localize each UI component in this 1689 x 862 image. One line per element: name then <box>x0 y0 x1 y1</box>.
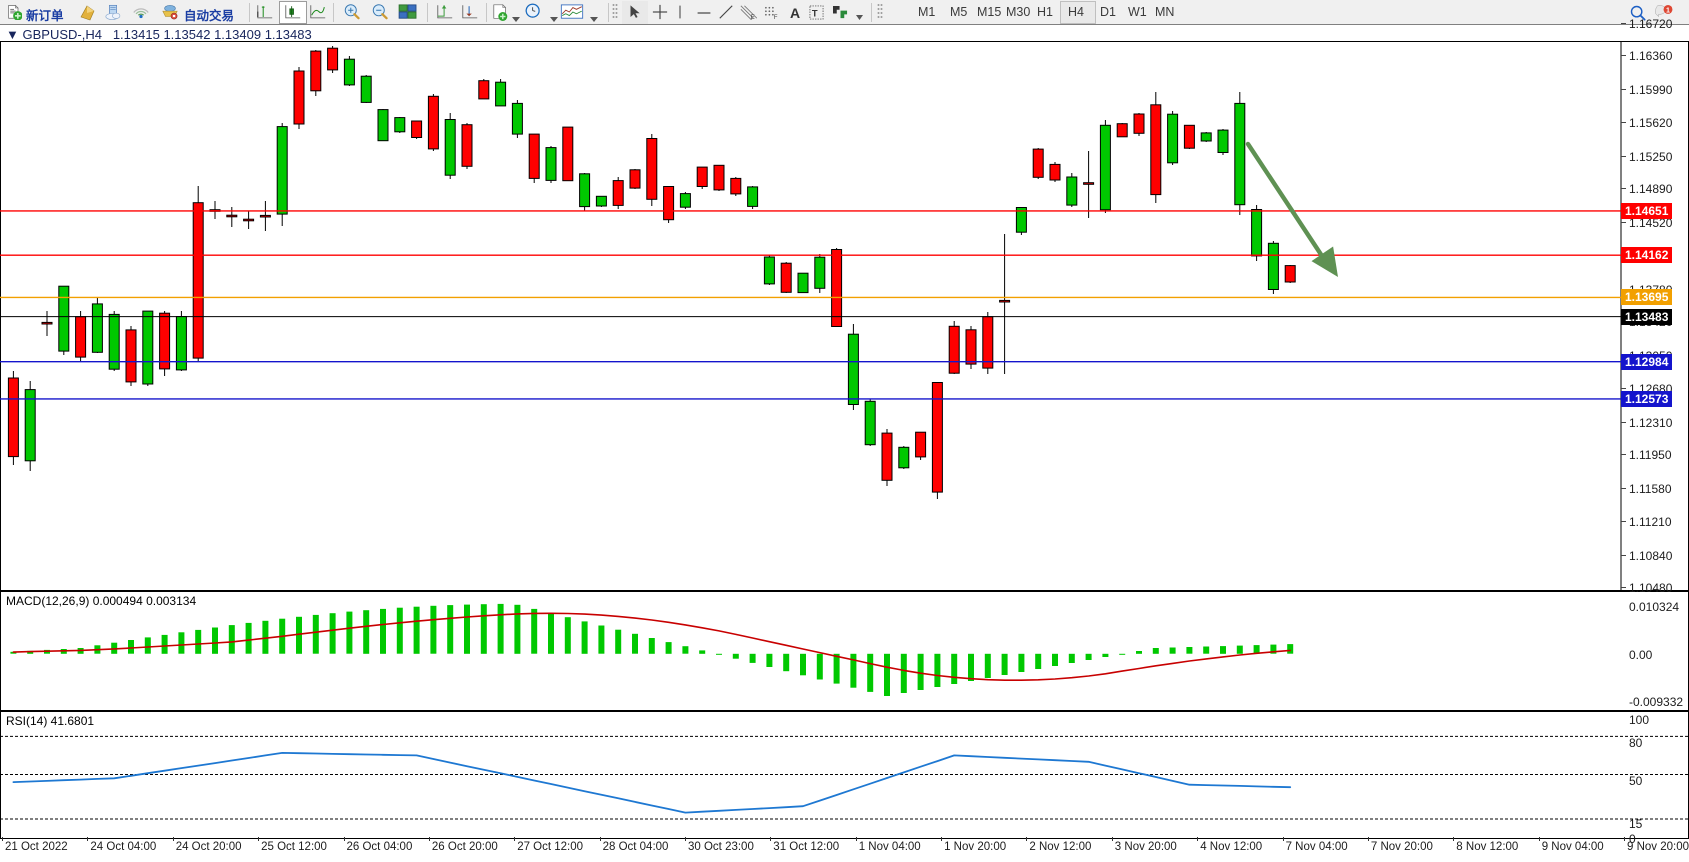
svg-text:F: F <box>774 14 778 20</box>
svg-text:E: E <box>751 14 755 20</box>
svg-text:T: T <box>812 8 818 18</box>
svg-text:1: 1 <box>1666 6 1670 14</box>
